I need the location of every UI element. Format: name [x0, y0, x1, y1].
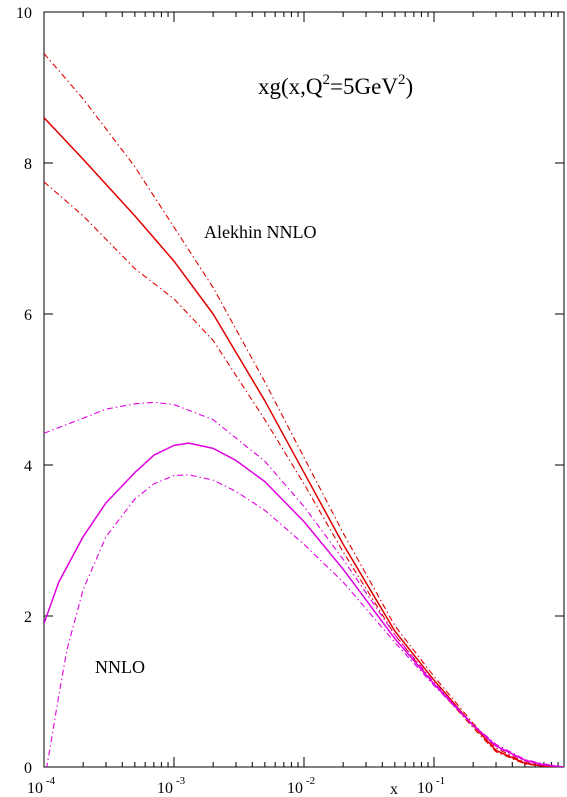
series-line-5 — [44, 401, 564, 767]
annotation-nnlo: NNLO — [95, 657, 145, 677]
tick-marks — [43, 11, 564, 768]
annotation-alekhin-nnlo: Alekhin NNLO — [204, 222, 316, 242]
plot-frame — [43, 11, 565, 768]
x-tick-label: 10 -2 — [287, 775, 315, 797]
chart-title: xg(x,Q2=5GeV2) — [258, 72, 413, 99]
y-tick-label: 10 — [16, 5, 32, 22]
x-tick-label: 10 -4 — [27, 775, 56, 797]
y-tick-label: 0 — [24, 760, 32, 777]
x-tick-labels: 10 -4 10 -3 10 -2 10 -1 — [27, 775, 445, 797]
x-tick-label: 10 -3 — [157, 775, 186, 797]
y-tick-label: 4 — [24, 458, 32, 475]
series-line-1 — [44, 117, 564, 767]
y-tick-label: 2 — [24, 609, 32, 626]
series-line-3 — [44, 181, 564, 767]
x-axis-label: x — [390, 781, 398, 797]
x-tick-label: 10 -1 — [417, 775, 445, 797]
y-tick-label: 6 — [24, 307, 32, 324]
series-line-6 — [46, 474, 564, 767]
y-tick-label: 8 — [24, 156, 32, 173]
series-line-2 — [44, 53, 564, 767]
series-line-4 — [44, 442, 564, 767]
series-curves — [44, 53, 564, 767]
y-tick-labels: 0 2 4 6 8 10 — [16, 5, 32, 777]
